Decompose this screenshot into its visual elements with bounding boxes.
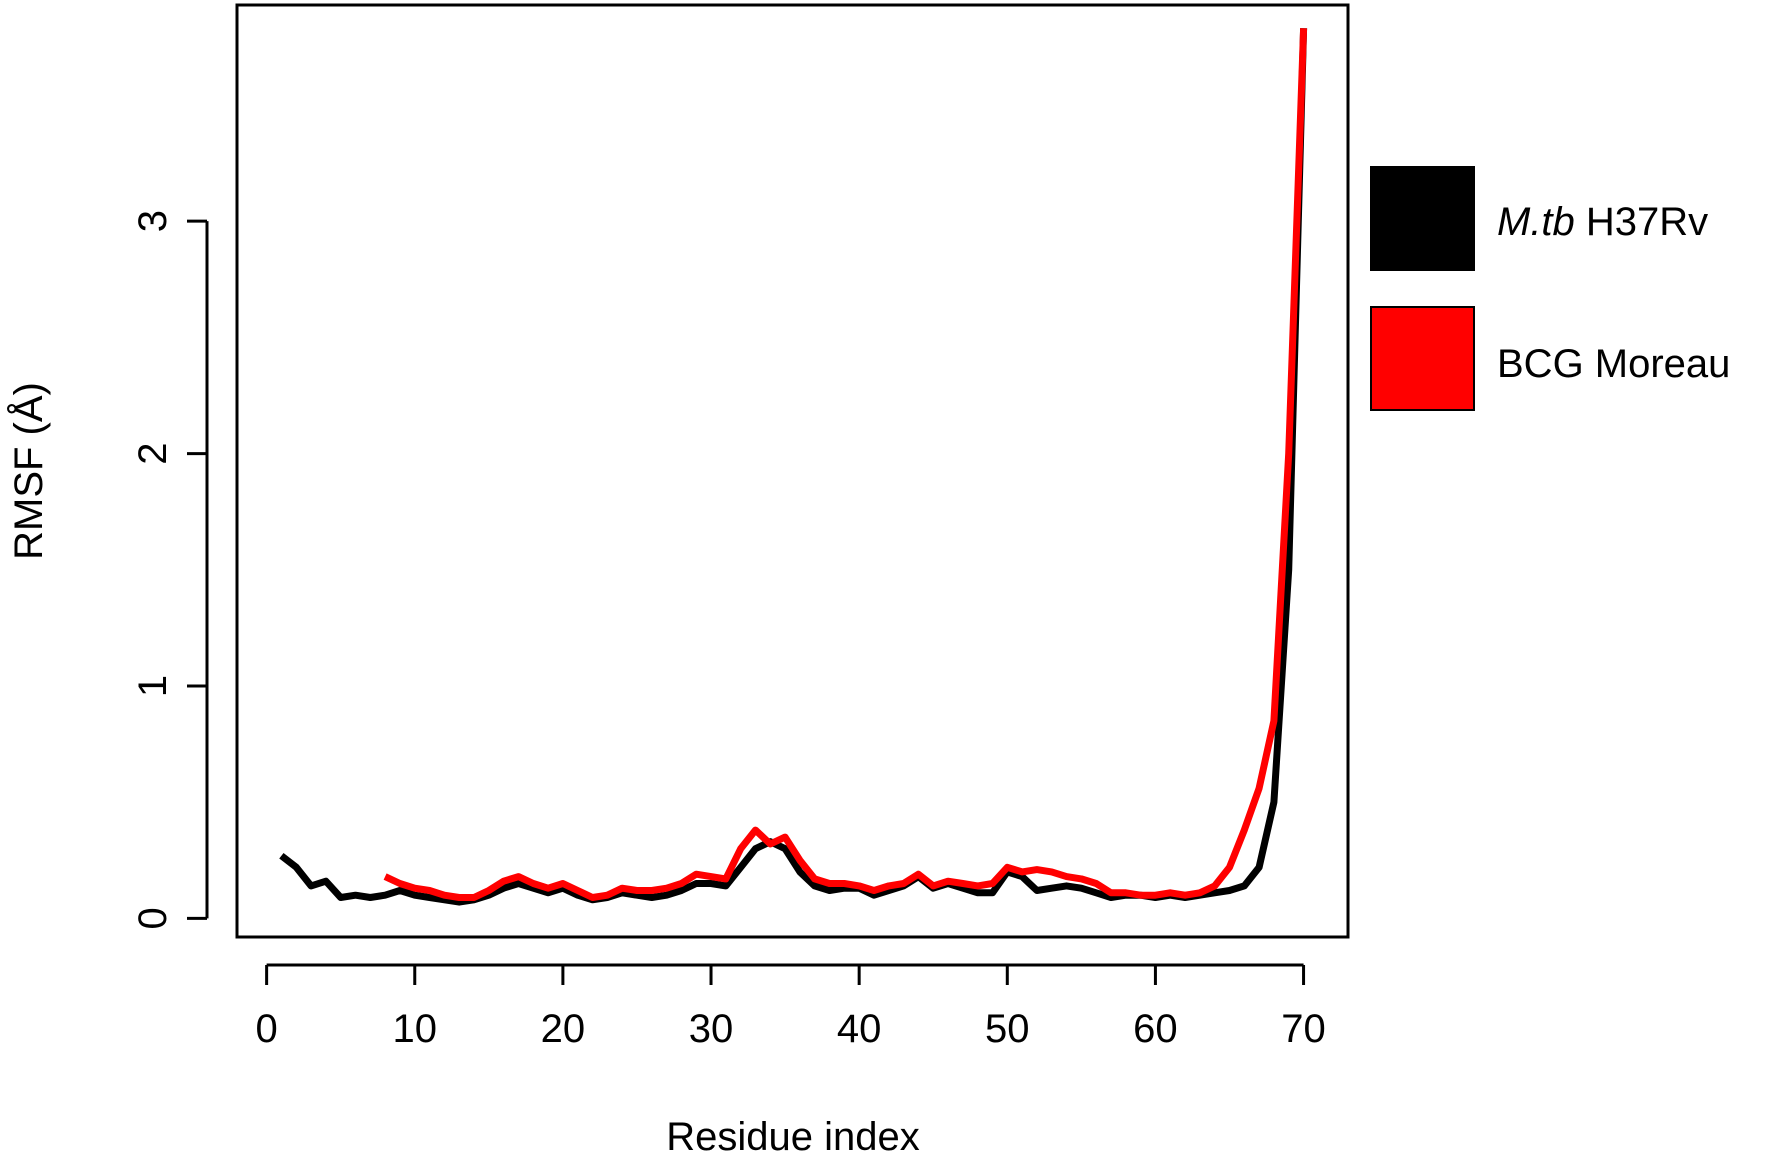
legend-label-bcg-moreau: BCG Moreau <box>1497 342 1730 386</box>
series-line-0 <box>279 28 1308 906</box>
legend-swatch-bcg-moreau <box>1370 306 1475 411</box>
y-tick-label: 1 <box>131 675 175 697</box>
x-tick-label: 0 <box>256 1007 278 1051</box>
x-tick-label: 30 <box>689 1007 734 1051</box>
y-axis-title: RMSF (Å) <box>6 382 51 560</box>
x-tick-label: 10 <box>393 1007 438 1051</box>
x-tick-label: 40 <box>837 1007 882 1051</box>
legend-label-mtb-h37rv: M.tb H37Rv <box>1497 200 1708 244</box>
x-tick-label: 60 <box>1133 1007 1178 1051</box>
legend: M.tb H37Rv BCG Moreau <box>1370 166 1730 411</box>
series-line-1 <box>383 28 1308 901</box>
plot-frame <box>235 3 1350 939</box>
y-tick-label: 3 <box>131 210 175 232</box>
y-tick-label: 2 <box>131 442 175 464</box>
x-tick-label: 70 <box>1281 1007 1326 1051</box>
legend-swatch-mtb-h37rv <box>1370 166 1475 271</box>
x-axis: 0 10 20 30 40 50 60 70 <box>256 963 1326 1051</box>
y-axis: 0 1 2 3 <box>131 210 209 930</box>
x-tick-label: 20 <box>541 1007 586 1051</box>
x-tick-label: 50 <box>985 1007 1030 1051</box>
x-axis-title: Residue index <box>666 1115 920 1159</box>
series-layer <box>279 28 1308 906</box>
y-tick-label: 0 <box>131 907 175 929</box>
